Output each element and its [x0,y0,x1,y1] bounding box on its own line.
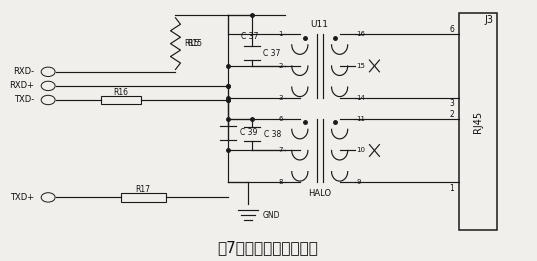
Text: 1: 1 [449,183,454,193]
Text: C 37: C 37 [242,32,259,41]
Text: 1: 1 [278,31,283,37]
Text: TXD-: TXD- [14,96,34,104]
Text: HALO: HALO [308,189,331,198]
Text: 图7以太网接口隔离电路: 图7以太网接口隔离电路 [217,240,318,255]
Text: RXD-: RXD- [13,67,34,76]
Text: 15: 15 [357,63,365,69]
Text: U11: U11 [311,20,329,29]
Text: 7: 7 [278,147,283,153]
Text: 14: 14 [357,95,365,101]
Ellipse shape [41,81,55,91]
Text: 2: 2 [449,110,454,118]
Text: 3: 3 [449,99,454,108]
Text: R15: R15 [187,39,202,48]
Bar [121,193,165,201]
Ellipse shape [41,95,55,105]
Text: C 37: C 37 [263,49,280,57]
Text: C 38: C 38 [264,129,281,139]
Bar [101,96,141,104]
Ellipse shape [41,67,55,76]
Text: RXD+: RXD+ [9,81,34,90]
Bar [459,13,497,230]
Text: 11: 11 [357,116,366,122]
Text: 16: 16 [357,31,366,37]
Text: 9: 9 [357,179,361,185]
Text: J3: J3 [484,15,494,25]
Text: 6: 6 [278,116,283,122]
Text: R16: R16 [113,88,128,97]
Text: R17: R17 [136,185,151,194]
Text: 8: 8 [278,179,283,185]
Text: 10: 10 [357,147,366,153]
Text: C 39: C 39 [240,128,258,137]
Text: 6: 6 [449,25,454,34]
Text: R15: R15 [184,39,199,48]
Text: 2: 2 [279,63,283,69]
Ellipse shape [41,193,55,202]
Text: RJ45: RJ45 [473,111,483,133]
Text: GND: GND [263,211,280,220]
Text: TXD+: TXD+ [10,193,34,202]
Text: 3: 3 [278,95,283,101]
